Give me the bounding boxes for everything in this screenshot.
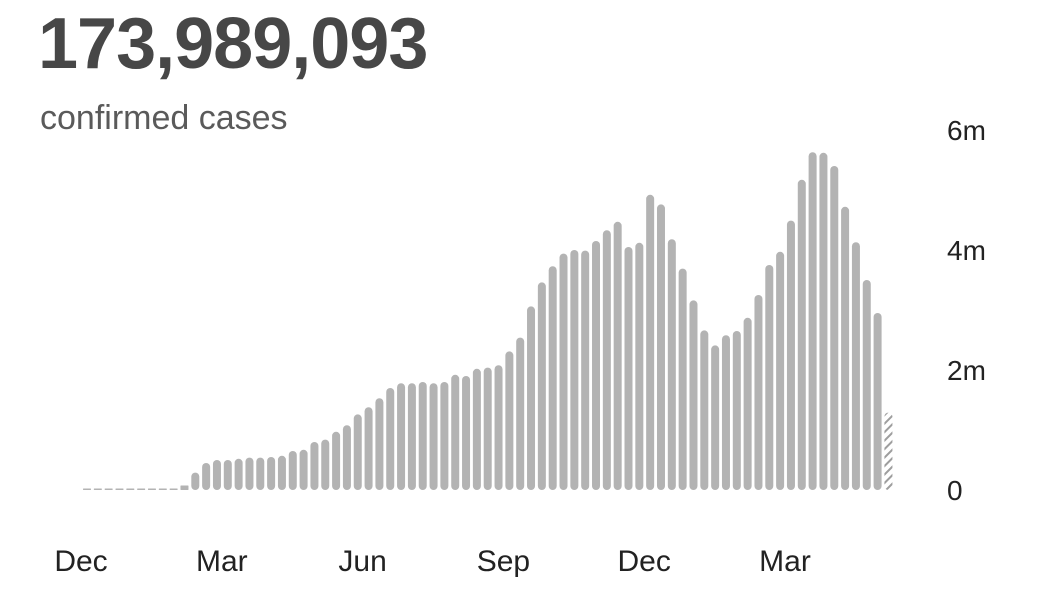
- bar: [277, 455, 286, 490]
- bar: [765, 265, 774, 490]
- bar: [245, 457, 254, 490]
- bar: [624, 247, 633, 490]
- total-cases-caption: confirmed cases: [40, 99, 288, 137]
- bar: [786, 220, 795, 490]
- x-tick-label: Jun: [338, 545, 386, 578]
- bar: [375, 398, 384, 490]
- bar: [494, 365, 503, 490]
- bar: [288, 451, 297, 490]
- bar: [440, 382, 449, 490]
- bar: [364, 407, 373, 490]
- bar: [212, 460, 221, 490]
- bar: [147, 488, 156, 490]
- x-tick-label: Dec: [54, 545, 107, 578]
- bar: [202, 463, 211, 490]
- bar: [841, 206, 850, 491]
- y-axis: 0 2m 4m 6m: [947, 115, 986, 506]
- bar: [581, 250, 590, 490]
- y-tick-label: 0: [947, 475, 963, 506]
- bar: [93, 488, 102, 490]
- bar: [808, 152, 817, 490]
- x-tick-label: Mar: [196, 545, 248, 578]
- bar: [353, 414, 362, 490]
- bar: [310, 442, 319, 490]
- bar: [234, 458, 243, 490]
- bar: [721, 335, 730, 490]
- bar: [527, 306, 536, 490]
- bar: [678, 268, 687, 490]
- x-tick-label: Sep: [477, 545, 530, 578]
- bar: [126, 488, 135, 490]
- bar: [700, 330, 709, 490]
- bar: [342, 425, 351, 490]
- bar: [516, 337, 525, 490]
- bar: [873, 313, 882, 490]
- bar: [711, 345, 720, 490]
- bar: [797, 179, 806, 491]
- bar: [472, 368, 481, 490]
- bar: [819, 152, 828, 491]
- bar: [862, 280, 871, 490]
- bar: [299, 449, 308, 490]
- bar: [537, 282, 546, 490]
- bar: [732, 331, 741, 490]
- bar: [180, 485, 189, 490]
- bar: [689, 300, 698, 490]
- bar: [386, 388, 395, 490]
- bar: [646, 194, 655, 491]
- bar: [656, 204, 665, 490]
- bar: [570, 250, 579, 490]
- bar: [613, 221, 622, 491]
- x-tick-label: Mar: [759, 545, 811, 578]
- bar: [191, 472, 200, 490]
- bar: [505, 351, 514, 490]
- y-tick-label: 2m: [947, 355, 986, 386]
- y-tick-label: 4m: [947, 235, 986, 266]
- bar: [321, 439, 330, 490]
- bar: [83, 488, 91, 490]
- x-axis: Dec Mar Jun Sep Dec Mar: [54, 545, 811, 578]
- bar: [137, 488, 146, 490]
- bar: [407, 383, 416, 490]
- bar: [462, 376, 471, 490]
- bar: [602, 230, 611, 490]
- bar: [397, 383, 406, 490]
- bar: [830, 166, 839, 490]
- bar: [169, 488, 178, 490]
- bar: [851, 242, 860, 490]
- bar: [635, 242, 644, 490]
- bar: [667, 239, 676, 490]
- bar: [267, 457, 276, 490]
- bar: [743, 317, 752, 490]
- bar: [592, 241, 601, 490]
- bar: [418, 382, 427, 490]
- total-cases: 173,989,093: [38, 4, 428, 84]
- bar: [332, 431, 341, 490]
- bar: [483, 367, 492, 490]
- bar: [754, 295, 763, 490]
- bar: [104, 488, 113, 490]
- bar: [429, 383, 438, 490]
- bar: [256, 457, 265, 490]
- y-tick-label: 6m: [947, 115, 986, 146]
- bar: [776, 251, 785, 490]
- x-tick-label: Dec: [618, 545, 671, 578]
- bar: [158, 488, 167, 490]
- bar: [223, 460, 232, 490]
- bar-series: [83, 152, 893, 491]
- bar: [559, 253, 568, 490]
- bar: [548, 266, 557, 490]
- bar: [115, 488, 124, 490]
- bar: [451, 374, 460, 490]
- bar-partial-week: [884, 412, 893, 490]
